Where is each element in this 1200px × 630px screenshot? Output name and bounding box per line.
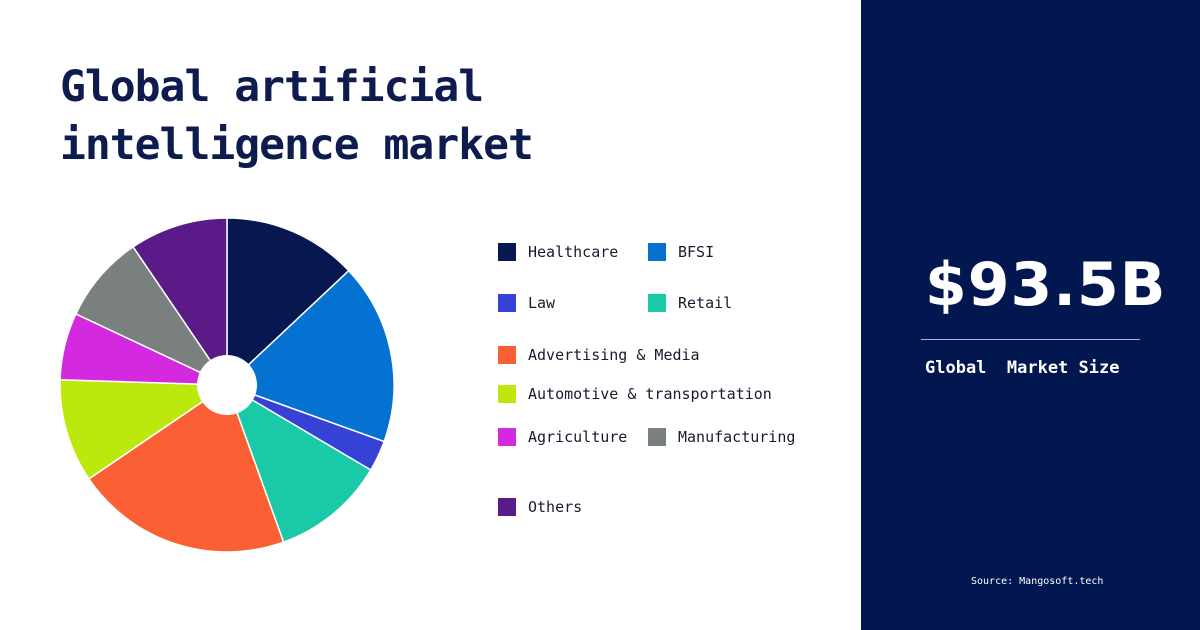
legend-swatch: [498, 385, 516, 403]
legend-label: Healthcare: [528, 243, 619, 261]
pie-slice-others: [132, 217, 228, 388]
legend-item-law: Law: [498, 294, 555, 312]
pie-slice-bfsi: [225, 269, 395, 443]
pie-slice-retail: [225, 383, 372, 544]
market-size-caption: Global Market Size: [925, 358, 1120, 378]
legend-item-advertising-media: Advertising & Media: [498, 346, 700, 364]
chart-title: Global artificial intelligence market: [60, 58, 534, 174]
legend-item-healthcare: Healthcare: [498, 243, 618, 261]
market-size-panel: $93.5B Global Market Size Source: Mangos…: [861, 0, 1200, 630]
pie-center-hole: [197, 355, 257, 415]
legend-swatch: [648, 294, 666, 312]
pie-slice-advertising-media: [87, 383, 285, 553]
legend-item-bfsi: BFSI: [648, 243, 714, 261]
legend-swatch: [498, 243, 516, 261]
pie-slice-manufacturing: [74, 245, 230, 387]
source-note: Source: Mangosoft.tech: [971, 576, 1104, 587]
divider: [921, 339, 1140, 340]
legend-label: Manufacturing: [678, 428, 796, 446]
chart-title-line-1: Global artificial: [60, 62, 484, 112]
legend-label: Law: [528, 294, 556, 312]
legend-swatch: [648, 428, 666, 446]
legend-swatch: [498, 346, 516, 364]
legend-swatch: [498, 498, 516, 516]
legend-label: BFSI: [678, 243, 715, 261]
pie-slice-healthcare: [226, 217, 350, 387]
legend-label: Others: [528, 498, 583, 516]
legend-item-manufacturing: Manufacturing: [648, 428, 795, 446]
pie-slice-automotive-transportation: [59, 378, 230, 480]
legend-item-others: Others: [498, 498, 582, 516]
legend-item-retail: Retail: [648, 294, 732, 312]
legend-swatch: [498, 428, 516, 446]
legend-item-agriculture: Agriculture: [498, 428, 627, 446]
legend-swatch: [498, 294, 516, 312]
legend-swatch: [648, 243, 666, 261]
legend-item-automotive-transportation: Automotive & transportation: [498, 385, 772, 403]
pie-chart: [59, 217, 395, 553]
market-size-value: $93.5B: [925, 250, 1167, 320]
legend-label: Retail: [678, 294, 733, 312]
legend-label: Advertising & Media: [528, 346, 700, 364]
legend-label: Automotive & transportation: [528, 385, 772, 403]
legend-label: Agriculture: [528, 428, 628, 446]
chart-title-line-2: intelligence market: [60, 120, 534, 170]
